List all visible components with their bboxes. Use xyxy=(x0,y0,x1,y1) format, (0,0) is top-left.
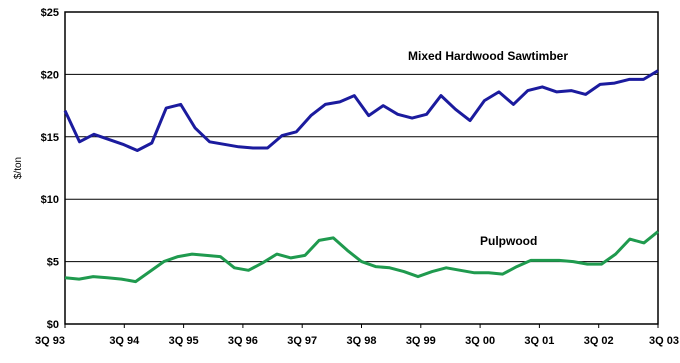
x-tick-label: 3Q 94 xyxy=(109,335,140,347)
x-tick-label: 3Q 01 xyxy=(524,335,554,347)
y-tick-label: $20 xyxy=(41,69,59,81)
x-tick-label: 3Q 96 xyxy=(228,335,258,347)
series-line-pulpwood xyxy=(64,230,659,284)
y-tick-label: $5 xyxy=(47,257,59,269)
y-axis-ticks: $0 $5 $10 $15 $20 $25 xyxy=(41,7,59,331)
y-axis-label: $/ton xyxy=(13,157,24,179)
series-label-mixed-hardwood-sawtimber: Mixed Hardwood Sawtimber xyxy=(408,49,568,63)
y-tick-label: $10 xyxy=(41,194,59,206)
x-tick-label: 3Q 00 xyxy=(465,335,495,347)
y-tick-label: $0 xyxy=(47,319,59,331)
series-lines xyxy=(63,69,659,284)
x-tick-label: 3Q 98 xyxy=(347,335,377,347)
series-line-mixed-hardwood-sawtimber xyxy=(63,69,659,152)
plot-area xyxy=(64,11,659,325)
x-tick-label: 3Q 02 xyxy=(584,335,614,347)
x-tick-label: 3Q 03 xyxy=(649,335,679,347)
x-tick-label: 3Q 97 xyxy=(287,335,317,347)
x-axis-ticks: 3Q 93 3Q 94 3Q 95 3Q 96 3Q 97 3Q 98 3Q 99 3Q 00… xyxy=(35,324,679,347)
y-tick-label: $15 xyxy=(41,132,59,144)
series-label-pulpwood: Pulpwood xyxy=(480,234,537,248)
x-tick-label: 3Q 95 xyxy=(169,335,199,347)
x-tick-label: 3Q 93 xyxy=(35,335,65,347)
x-tick-label: 3Q 99 xyxy=(406,335,436,347)
y-tick-label: $25 xyxy=(41,7,59,19)
